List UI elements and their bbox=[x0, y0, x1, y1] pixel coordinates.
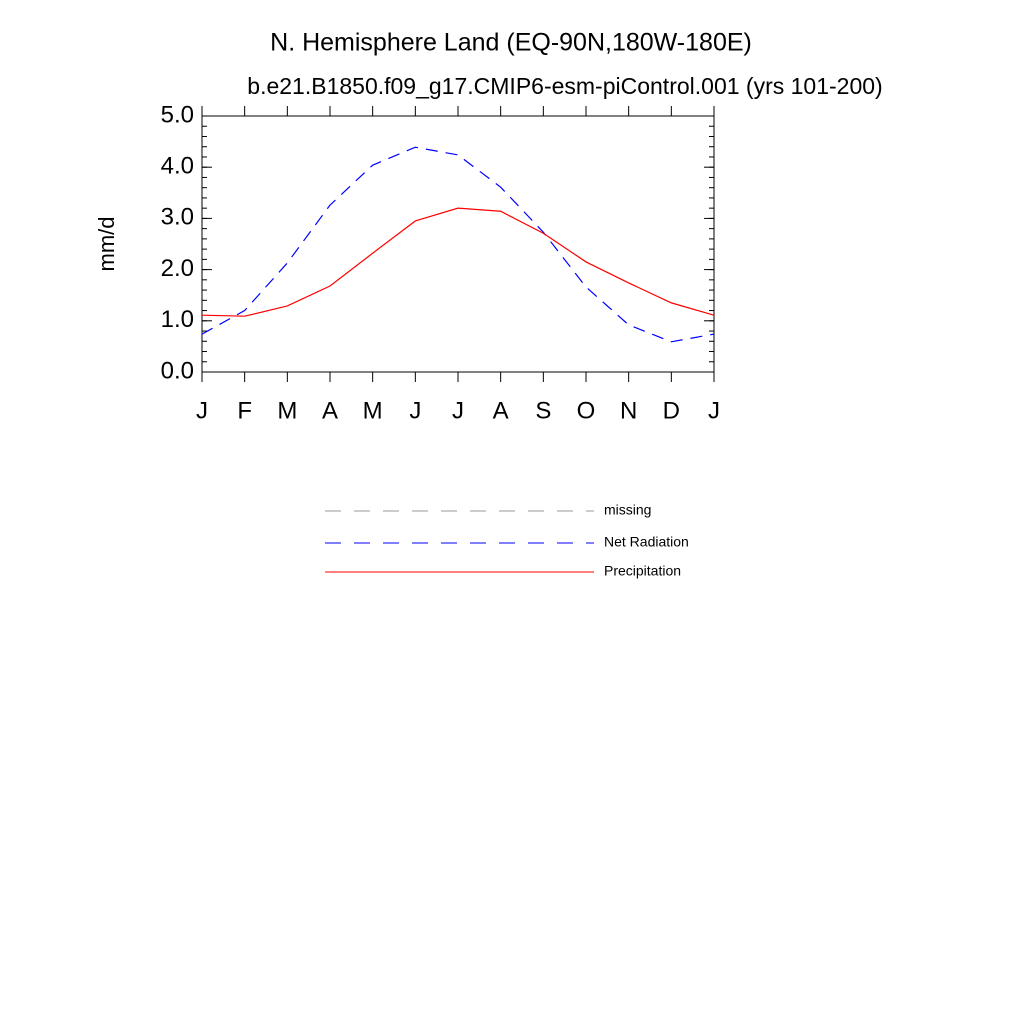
x-tick-label: F bbox=[237, 397, 252, 424]
x-tick-label: O bbox=[577, 397, 596, 424]
x-tick-label: J bbox=[452, 397, 464, 424]
y-tick-label: 2.0 bbox=[161, 255, 194, 282]
x-tick-label: J bbox=[708, 397, 720, 424]
y-tick-label: 0.0 bbox=[161, 357, 194, 384]
x-tick-label: N bbox=[620, 397, 637, 424]
y-tick-label: 5.0 bbox=[161, 101, 194, 128]
x-tick-label: A bbox=[493, 397, 509, 424]
x-tick-label: D bbox=[663, 397, 680, 424]
x-tick-label: J bbox=[409, 397, 421, 424]
chart-subtitle: b.e21.B1850.f09_g17.CMIP6-esm-piControl.… bbox=[247, 73, 882, 99]
legend-label: Precipitation bbox=[604, 563, 681, 579]
series-line bbox=[201, 207, 715, 317]
legend-label: Net Radiation bbox=[604, 534, 689, 550]
y-tick-label: 4.0 bbox=[161, 153, 194, 180]
x-tick-label: A bbox=[322, 397, 338, 424]
x-tick-label: S bbox=[535, 397, 551, 424]
x-tick-label: M bbox=[363, 397, 383, 424]
x-tick-label: M bbox=[277, 397, 297, 424]
y-tick-label: 1.0 bbox=[161, 306, 194, 333]
chart-title: N. Hemisphere Land (EQ-90N,180W-180E) bbox=[270, 29, 752, 57]
y-axis-label: mm/d bbox=[94, 217, 119, 272]
x-tick-label: J bbox=[196, 397, 208, 424]
y-tick-label: 3.0 bbox=[161, 204, 194, 231]
legend-label: missing bbox=[604, 502, 651, 518]
